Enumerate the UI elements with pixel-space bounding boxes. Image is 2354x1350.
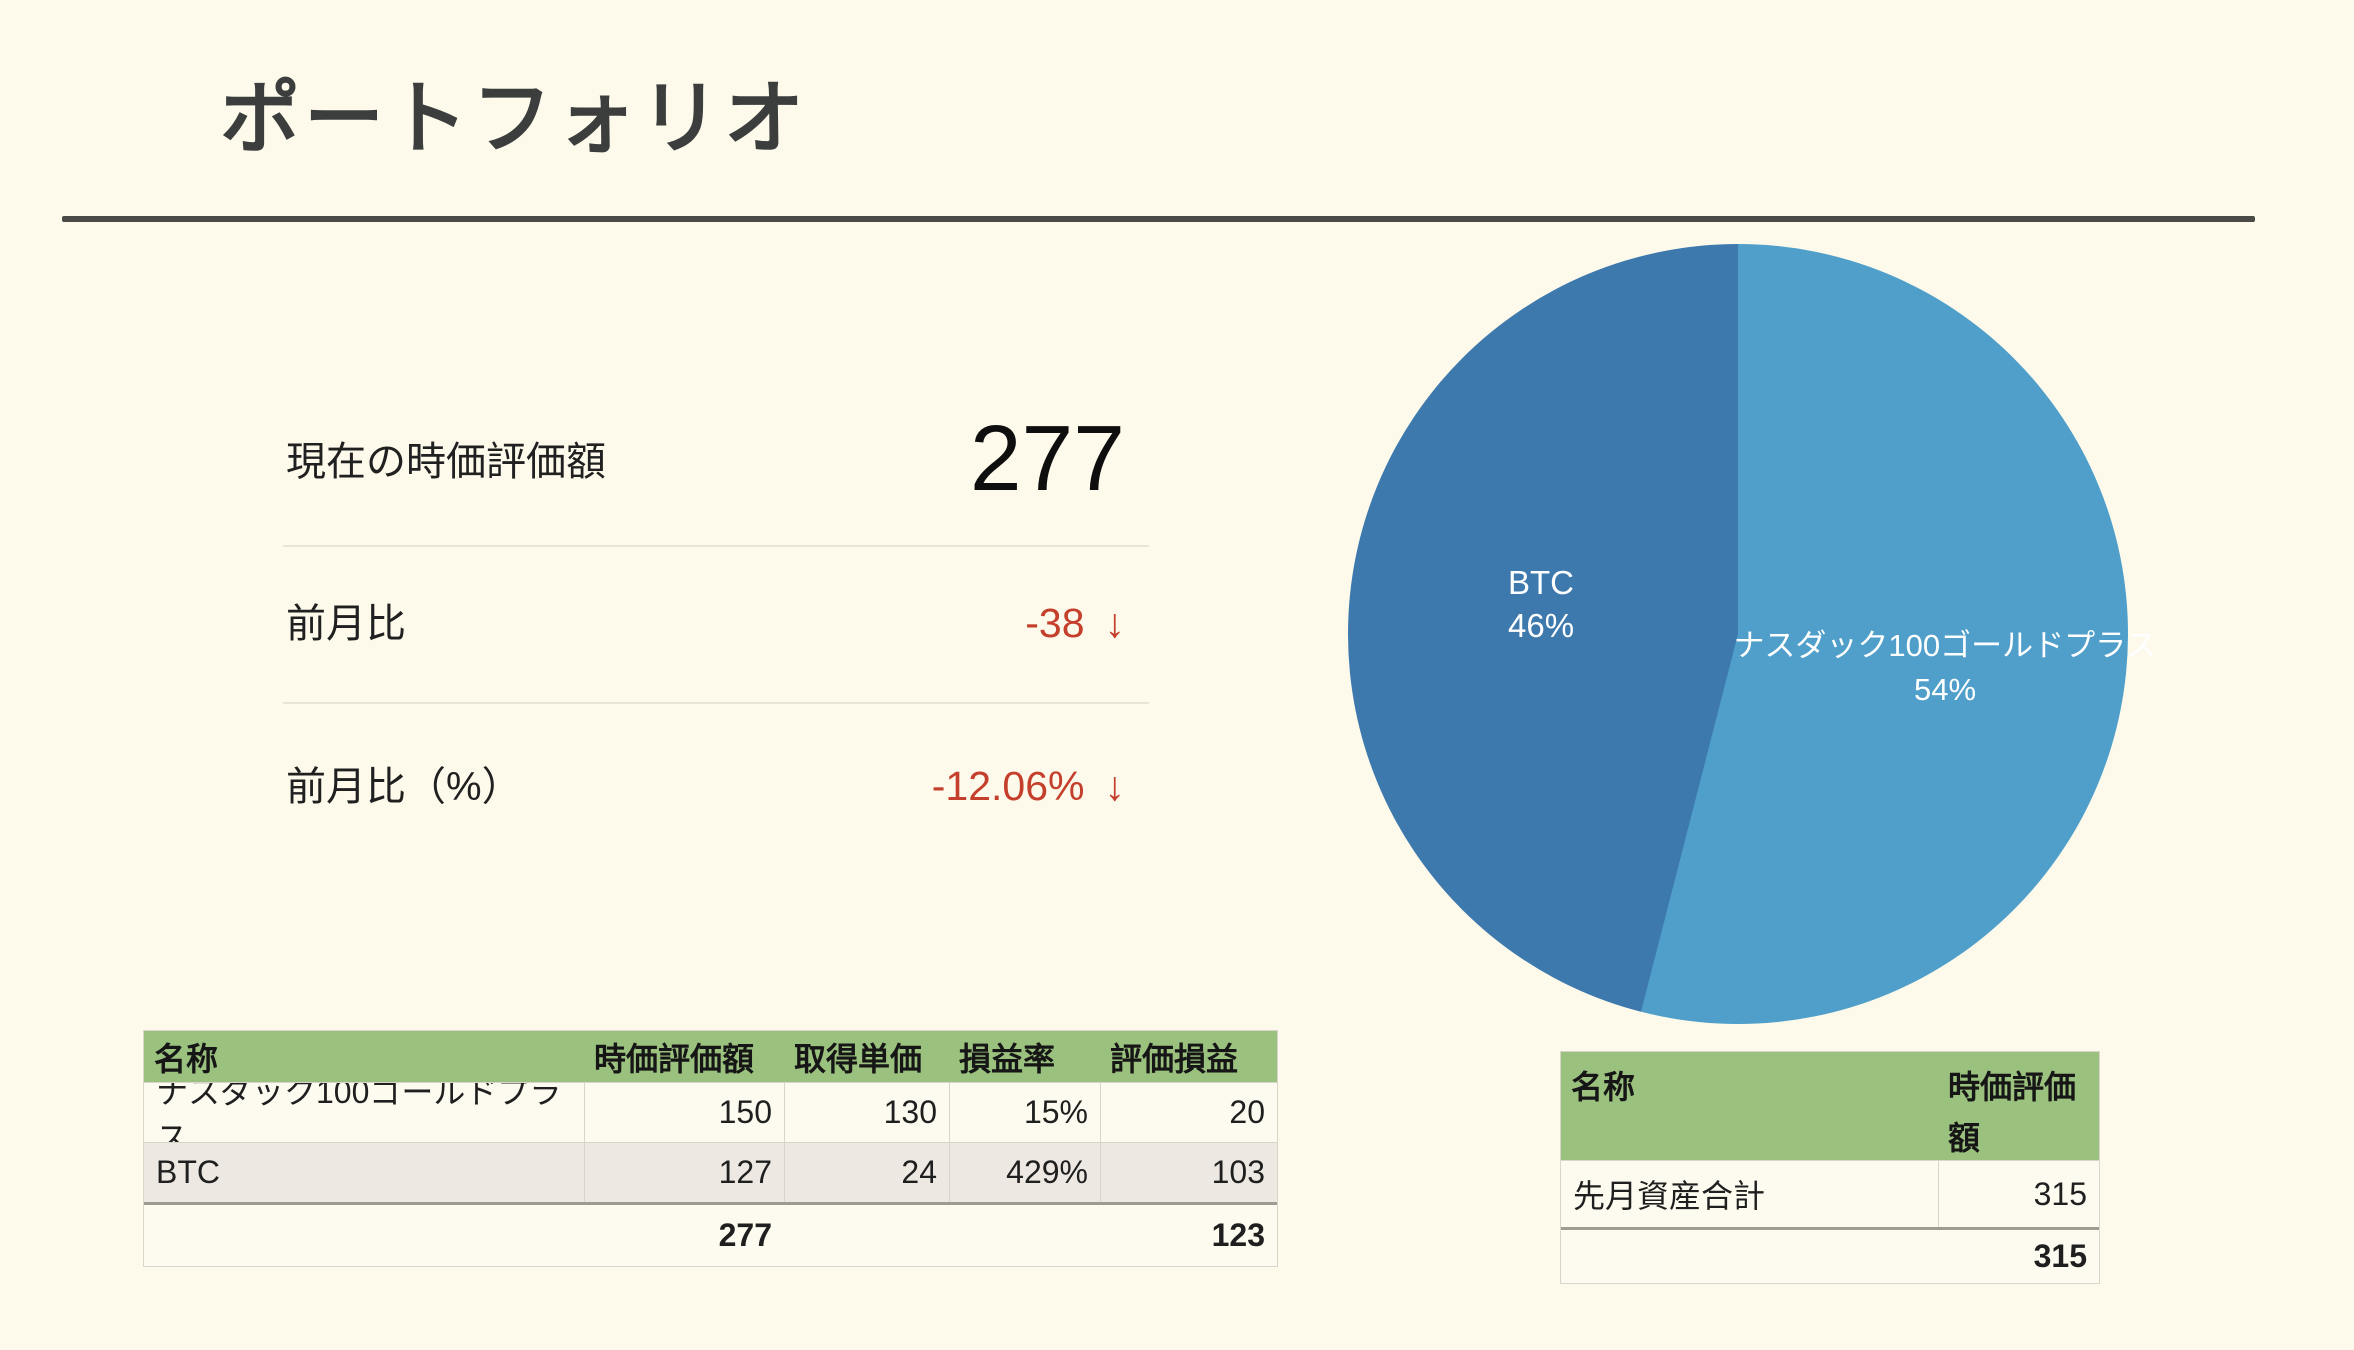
total-market-value: 277 — [718, 1217, 772, 1253]
cell-empty — [949, 1205, 1100, 1266]
holdings-header-row: 名称 時価評価額 取得単価 損益率 評価損益 — [144, 1031, 1277, 1082]
stat-current-value-label: 現在の時価評価額 — [286, 440, 606, 484]
previous-month-table: 名称 時価評価額 先月資産合計 315 315 — [1560, 1051, 2100, 1284]
prev-header-row: 名称 時価評価額 — [1561, 1052, 2099, 1160]
cell-name: ナスダック100ゴールドプラス — [156, 1083, 562, 1142]
stat-separator — [283, 545, 1149, 547]
stat-separator — [283, 702, 1149, 704]
cell-pl-rate: 429% — [949, 1143, 1100, 1202]
table-row: 先月資産合計 315 — [1561, 1160, 2099, 1227]
pie-slice-percent: 54% — [1913, 672, 1977, 708]
col-header-cost: 取得単価 — [794, 1040, 923, 1077]
stat-mom-label: 前月比 — [286, 602, 406, 646]
col-header-pl-rate: 損益率 — [959, 1040, 1056, 1077]
cell-pl: 20 — [1100, 1083, 1277, 1142]
table-row: ナスダック100ゴールドプラス 150 130 15% 20 — [144, 1082, 1277, 1142]
down-arrow-icon: ↓ — [1104, 763, 1126, 809]
stat-mom-pct-label: 前月比（%） — [286, 765, 522, 809]
cell-empty — [144, 1205, 584, 1266]
cell-pl-rate: 15% — [949, 1083, 1100, 1142]
total-market-value: 315 — [2033, 1238, 2087, 1274]
cell-pl: 103 — [1100, 1143, 1277, 1202]
holdings-total-row: 277 123 — [144, 1202, 1277, 1266]
stat-mom-number: -38 — [1025, 600, 1085, 646]
col-header-name: 名称 — [154, 1040, 219, 1077]
col-header-pl: 評価損益 — [1110, 1040, 1239, 1077]
table-row: BTC 127 24 429% 103 — [144, 1142, 1277, 1202]
pie-slice-label-btc: BTC 46% — [1508, 562, 1574, 648]
title-divider — [62, 216, 2255, 222]
total-pl: 123 — [1211, 1217, 1265, 1253]
prev-total-row: 315 — [1561, 1227, 2099, 1283]
pie-slice-label-nasdaq: ナスダック100ゴールドプラス 54% — [1715, 624, 2175, 712]
down-arrow-icon: ↓ — [1104, 600, 1126, 646]
cell-cost: 130 — [784, 1083, 949, 1142]
pie-slice-name: BTC — [1508, 564, 1574, 601]
cell-market-value: 127 — [584, 1143, 784, 1202]
stat-current-value: 277 — [969, 406, 1125, 510]
stat-mom-value: -38 ↓ — [725, 603, 1125, 644]
cell-name: 先月資産合計 — [1573, 1178, 1766, 1214]
page-title: ポートフォリオ — [220, 71, 808, 165]
cell-cost: 24 — [784, 1143, 949, 1202]
pie-slice-percent: 46% — [1508, 606, 1575, 644]
pie-slice-name: ナスダック100ゴールドプラス — [1733, 628, 2157, 663]
portfolio-pie-chart — [1348, 244, 2128, 1024]
stat-mom-pct-value: -12.06% ↓ — [725, 766, 1125, 807]
col-header-market-value: 時価評価額 — [594, 1040, 755, 1077]
holdings-table: 名称 時価評価額 取得単価 損益率 評価損益 ナスダック100ゴールドプラス 1… — [143, 1030, 1278, 1267]
stat-mom-pct-number: -12.06% — [931, 763, 1085, 809]
cell-empty — [784, 1205, 949, 1266]
cell-market-value: 315 — [1938, 1161, 2099, 1227]
col-header-name: 名称 — [1571, 1069, 1636, 1105]
col-header-market-value: 時価評価額 — [1948, 1069, 2077, 1157]
cell-market-value: 150 — [584, 1083, 784, 1142]
cell-name: BTC — [156, 1154, 220, 1190]
